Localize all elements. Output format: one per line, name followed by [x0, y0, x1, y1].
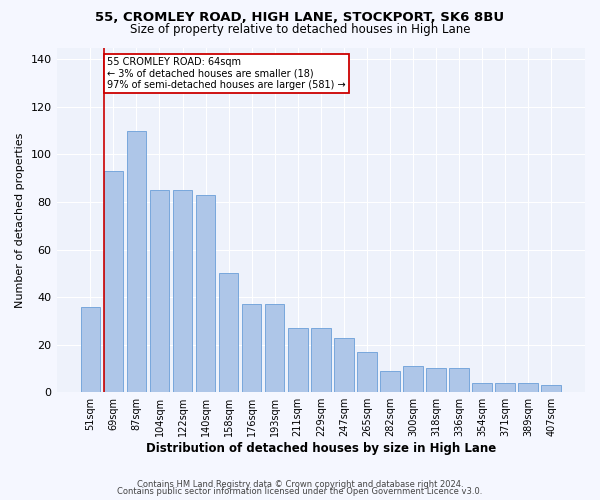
Text: Contains HM Land Registry data © Crown copyright and database right 2024.: Contains HM Land Registry data © Crown c… [137, 480, 463, 489]
Bar [426, 368, 446, 392]
Bar [334, 338, 353, 392]
Text: 55, CROMLEY ROAD, HIGH LANE, STOCKPORT, SK6 8BU: 55, CROMLEY ROAD, HIGH LANE, STOCKPORT, … [95, 11, 505, 24]
Bar [311, 328, 331, 392]
Bar [472, 382, 492, 392]
Bar [449, 368, 469, 392]
Bar [403, 366, 423, 392]
Bar [380, 371, 400, 392]
Y-axis label: Number of detached properties: Number of detached properties [15, 132, 25, 308]
Bar [242, 304, 262, 392]
Bar [196, 195, 215, 392]
Bar [80, 306, 100, 392]
Bar [265, 304, 284, 392]
Bar [518, 382, 538, 392]
Bar [288, 328, 308, 392]
Text: Contains public sector information licensed under the Open Government Licence v3: Contains public sector information licen… [118, 488, 482, 496]
Text: 55 CROMLEY ROAD: 64sqm
← 3% of detached houses are smaller (18)
97% of semi-deta: 55 CROMLEY ROAD: 64sqm ← 3% of detached … [107, 57, 346, 90]
Bar [173, 190, 193, 392]
Bar [541, 385, 561, 392]
Bar [496, 382, 515, 392]
Bar [149, 190, 169, 392]
Bar [127, 130, 146, 392]
Text: Size of property relative to detached houses in High Lane: Size of property relative to detached ho… [130, 22, 470, 36]
Bar [104, 171, 123, 392]
X-axis label: Distribution of detached houses by size in High Lane: Distribution of detached houses by size … [146, 442, 496, 455]
Bar [357, 352, 377, 392]
Bar [219, 274, 238, 392]
